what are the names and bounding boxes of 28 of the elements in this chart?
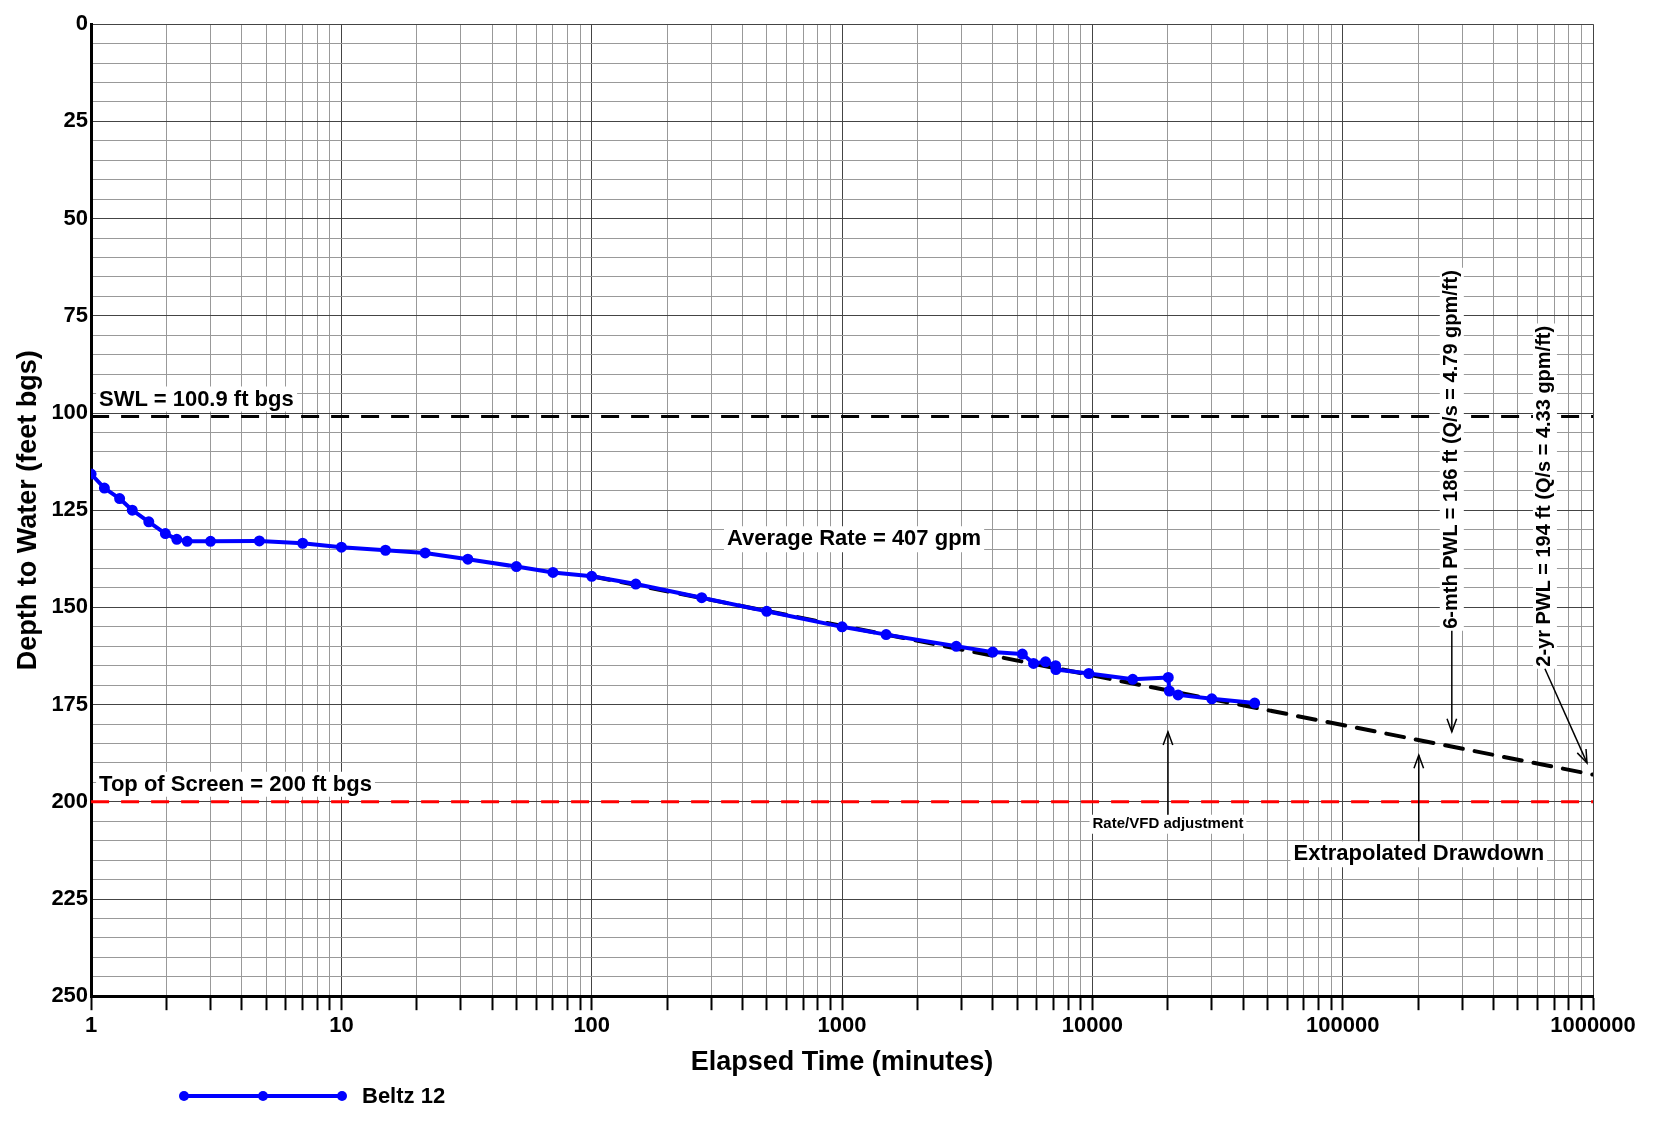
y-tick-label: 75 <box>63 301 89 327</box>
y-tick-label: 200 <box>51 787 89 813</box>
y-axis-title: Depth to Water (feet bgs) <box>11 350 42 671</box>
y-tick-label: 225 <box>51 885 89 911</box>
legend-label: Beltz 12 <box>362 1083 446 1109</box>
x-tick-label: 10 <box>329 1012 354 1038</box>
y-tick-label: 100 <box>51 399 89 425</box>
y-tick-label: 150 <box>51 593 89 619</box>
x-tick-label: 100000 <box>1305 1012 1380 1038</box>
x-tick-label: 1000 <box>817 1012 867 1038</box>
ref-line-label: SWL = 100.9 ft bgs <box>99 385 294 411</box>
x-tick-label: 1 <box>84 1012 98 1038</box>
x-axis-title: Elapsed Time (minutes) <box>690 1046 994 1077</box>
ref-line-label: Top of Screen = 200 ft bgs <box>99 770 372 796</box>
y-tick-label: 50 <box>63 204 89 230</box>
annotation: 6-mth PWL = 186 ft (Q/s = 4.79 gpm/ft) <box>1439 270 1462 629</box>
annotation: 2-yr PWL = 194 ft (Q/s = 4.33 gpm/ft) <box>1532 325 1555 667</box>
x-tick-label: 1000000 <box>1550 1012 1636 1038</box>
y-tick-label: 250 <box>51 982 89 1008</box>
annotation: Average Rate = 407 gpm <box>727 525 982 551</box>
annotation: Rate/VFD adjustment <box>1092 814 1244 832</box>
annotation: Extrapolated Drawdown <box>1293 840 1545 866</box>
y-tick-label: 175 <box>51 690 89 716</box>
y-tick-label: 25 <box>63 107 89 133</box>
y-tick-label: 0 <box>75 10 89 36</box>
x-tick-label: 100 <box>573 1012 611 1038</box>
x-tick-label: 10000 <box>1061 1012 1123 1038</box>
y-tick-label: 125 <box>51 496 89 522</box>
